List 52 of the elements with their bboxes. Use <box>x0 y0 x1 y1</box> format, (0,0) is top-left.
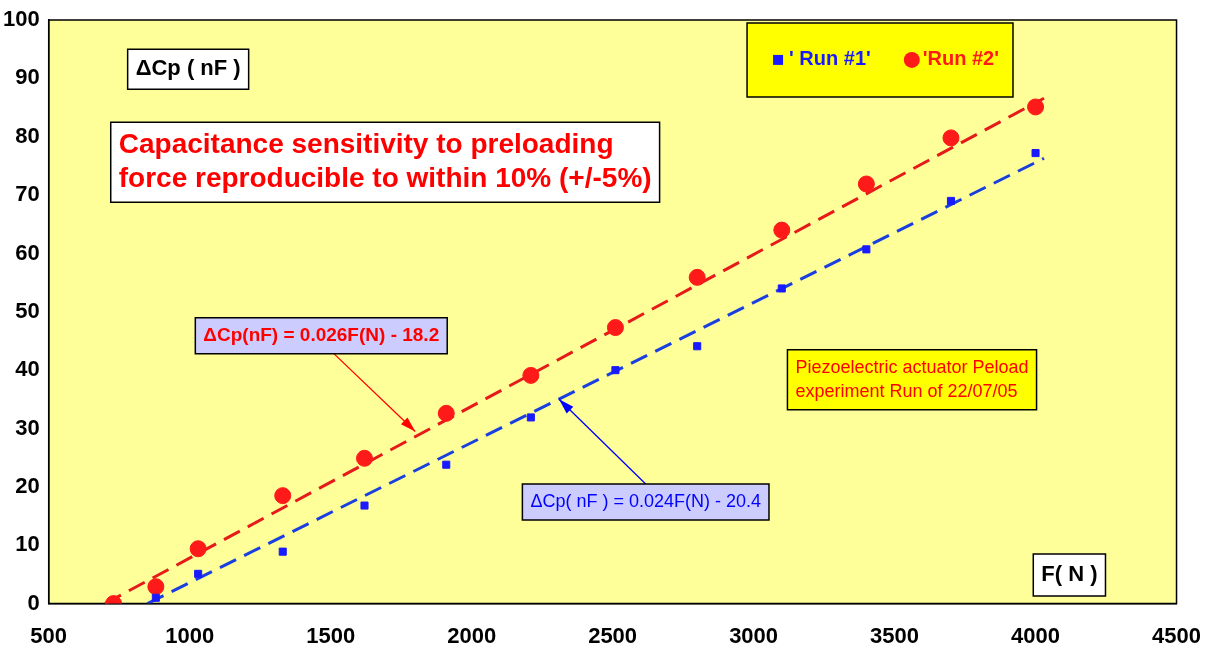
y-tick-label: 10 <box>15 531 40 557</box>
x-tick-label: 1500 <box>306 622 356 648</box>
y-tick-label: 80 <box>15 122 40 148</box>
x-axis-title: F( N ) <box>1041 561 1098 587</box>
x-tick-label: 1000 <box>165 622 215 648</box>
y-tick-label: 100 <box>2 6 40 32</box>
point <box>151 593 160 602</box>
x-tick-label: 2000 <box>447 622 497 648</box>
y-tick-label: 40 <box>15 356 40 382</box>
y-tick-label: 70 <box>15 181 40 207</box>
legend-label: 'Run #2' <box>922 47 1000 70</box>
y-tick-label: 60 <box>15 239 40 265</box>
x-tick-label: 3000 <box>729 622 779 648</box>
point <box>606 319 624 337</box>
point <box>356 449 373 467</box>
x-tick-label: 3500 <box>870 622 920 648</box>
point <box>773 221 791 239</box>
point <box>147 578 165 596</box>
point <box>437 404 455 422</box>
y-tick-label: 20 <box>15 472 40 498</box>
x-tick-label: 4000 <box>1011 622 1061 648</box>
annotation: ΔCp(nF) = 0.026F(N) - 18.2 <box>203 323 440 345</box>
point <box>1031 149 1040 158</box>
annotation: ΔCp( nF ) = 0.024F(N) - 20.4 <box>530 490 761 511</box>
x-tick-label: 2500 <box>588 622 638 648</box>
point <box>274 487 292 505</box>
point <box>1027 98 1045 116</box>
annotation: Capacitance sensitivity to preloading force reproducible to within 10% (+/-5%) <box>118 127 652 193</box>
point <box>611 366 620 375</box>
point <box>862 245 871 254</box>
point <box>189 540 207 558</box>
point <box>442 460 451 469</box>
annotation: Piezoelectric actuator Peload experiment Run of 22/07/05 <box>795 356 1029 401</box>
x-tick-label: 4500 <box>1152 622 1202 648</box>
y-tick-label: 50 <box>15 297 40 323</box>
point <box>946 196 955 205</box>
y-tick-label: 90 <box>15 64 40 90</box>
point <box>942 129 960 147</box>
legend-label: ' Run #1' <box>789 47 871 70</box>
point <box>360 501 369 510</box>
point <box>194 569 203 578</box>
point <box>278 547 287 556</box>
point <box>526 413 535 422</box>
point <box>857 175 875 193</box>
x-tick-label: 500 <box>30 622 68 648</box>
point <box>522 366 540 384</box>
y-axis-title: ΔCp ( nF ) <box>135 55 241 81</box>
point <box>693 342 702 351</box>
point <box>777 284 786 293</box>
y-tick-label: 0 <box>27 589 40 615</box>
y-tick-label: 30 <box>15 414 40 440</box>
point <box>688 268 706 286</box>
